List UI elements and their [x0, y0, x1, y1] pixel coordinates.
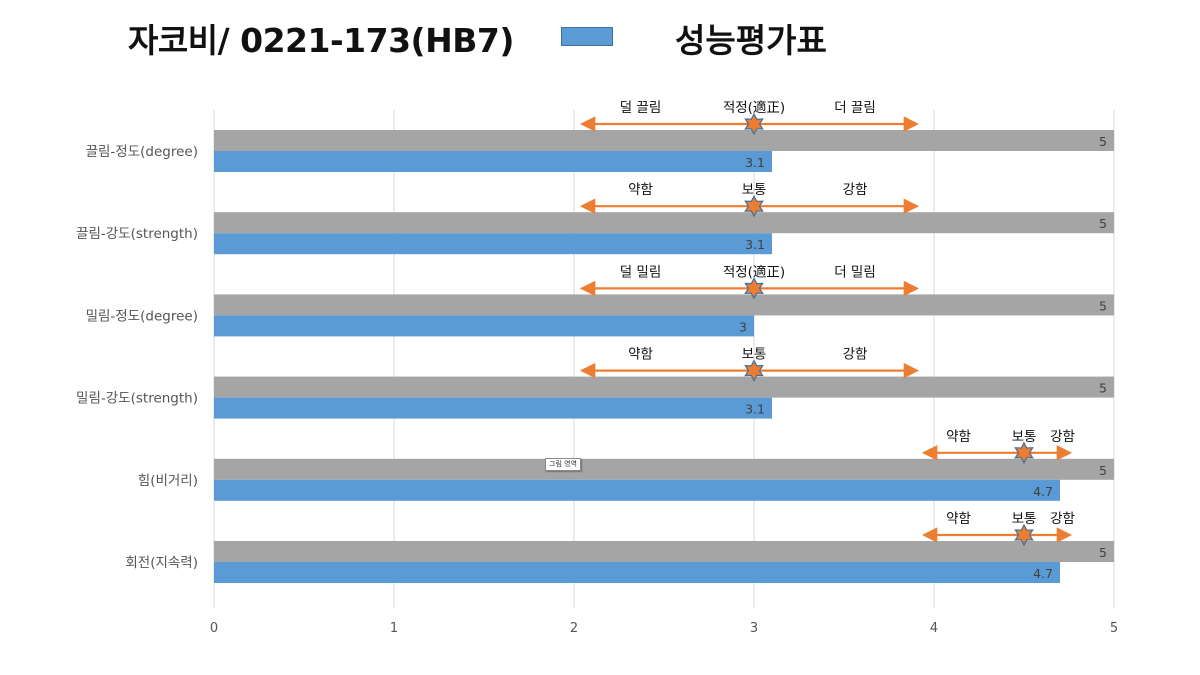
annotation-left-label: 약함: [628, 182, 653, 198]
annotation-right-label: 더 끌림: [834, 100, 876, 116]
annotation-center-label: 보통: [1012, 511, 1037, 527]
annotation-center-label: 보통: [742, 182, 767, 198]
score-bar-label: 3.1: [745, 237, 765, 252]
max-bar-label: 5: [1099, 463, 1107, 478]
annotation-right-label: 더 밀림: [834, 264, 876, 280]
star-marker: [744, 359, 764, 382]
max-bar-label: 5: [1099, 216, 1107, 231]
category-label: 회전(지속력): [125, 555, 198, 571]
annotation-right-label: 강함: [843, 347, 868, 363]
star-marker: [744, 112, 764, 136]
max-bar: [214, 376, 1114, 398]
score-bar: [214, 562, 1060, 583]
max-bar: [214, 458, 1114, 480]
annotation-left-label: 약함: [946, 429, 971, 445]
category-label: 밀림-정도(degree): [86, 308, 198, 324]
score-bar-label: 3.1: [745, 402, 765, 417]
max-bar: [214, 294, 1114, 316]
max-bar-label: 5: [1099, 298, 1107, 313]
annotation-left-label: 덜 끌림: [620, 100, 662, 116]
score-bar-label: 3: [739, 319, 747, 334]
x-tick-label: 5: [1110, 621, 1118, 636]
annotation-center-label: 적정(適正): [723, 263, 785, 280]
annotation-right-label: 강함: [843, 182, 868, 198]
star-marker: [1014, 523, 1034, 547]
score-bar-label: 4.7: [1033, 484, 1053, 499]
annotation-center-label: 적정(適正): [723, 99, 785, 116]
category-label: 밀림-강도(strength): [76, 391, 198, 407]
star-marker: [1014, 441, 1034, 465]
score-bar-label: 4.7: [1033, 566, 1053, 581]
score-bar: [214, 151, 772, 172]
annotation-right-label: 강함: [1050, 429, 1075, 445]
x-tick-label: 2: [570, 621, 578, 636]
plot-area-tooltip: 그림 영역: [545, 458, 581, 471]
x-tick-label: 4: [930, 621, 938, 636]
x-tick-label: 0: [210, 621, 218, 636]
max-bar: [214, 130, 1114, 151]
annotation-center-label: 보통: [742, 347, 767, 363]
x-tick-label: 3: [750, 621, 758, 636]
score-bar-label: 3.1: [745, 155, 765, 170]
max-bar: [214, 212, 1114, 234]
annotation-left-label: 덜 밀림: [620, 264, 662, 280]
category-label: 힘(비거리): [138, 473, 198, 489]
annotation-left-label: 약함: [946, 511, 971, 527]
score-bar: [214, 315, 754, 337]
max-bar-label: 5: [1099, 381, 1107, 396]
max-bar: [214, 541, 1114, 562]
chart-title: 자코비/ 0221-173(HB7): [128, 21, 514, 60]
score-bar: [214, 479, 1060, 501]
legend-swatch: [561, 27, 613, 46]
max-bar-label: 5: [1099, 134, 1107, 149]
category-label: 끌림-강도(strength): [76, 226, 198, 242]
legend-label: 성능평가표: [675, 21, 827, 60]
annotation-center-label: 보통: [1012, 429, 1037, 445]
x-tick-label: 1: [390, 621, 398, 636]
star-marker: [744, 277, 764, 300]
category-label: 끌림-정도(degree): [86, 144, 198, 160]
score-bar: [214, 397, 772, 419]
score-bar: [214, 233, 772, 255]
annotation-left-label: 약함: [628, 347, 653, 363]
annotation-right-label: 강함: [1050, 511, 1075, 527]
max-bar-label: 5: [1099, 545, 1107, 560]
star-marker: [744, 194, 764, 218]
